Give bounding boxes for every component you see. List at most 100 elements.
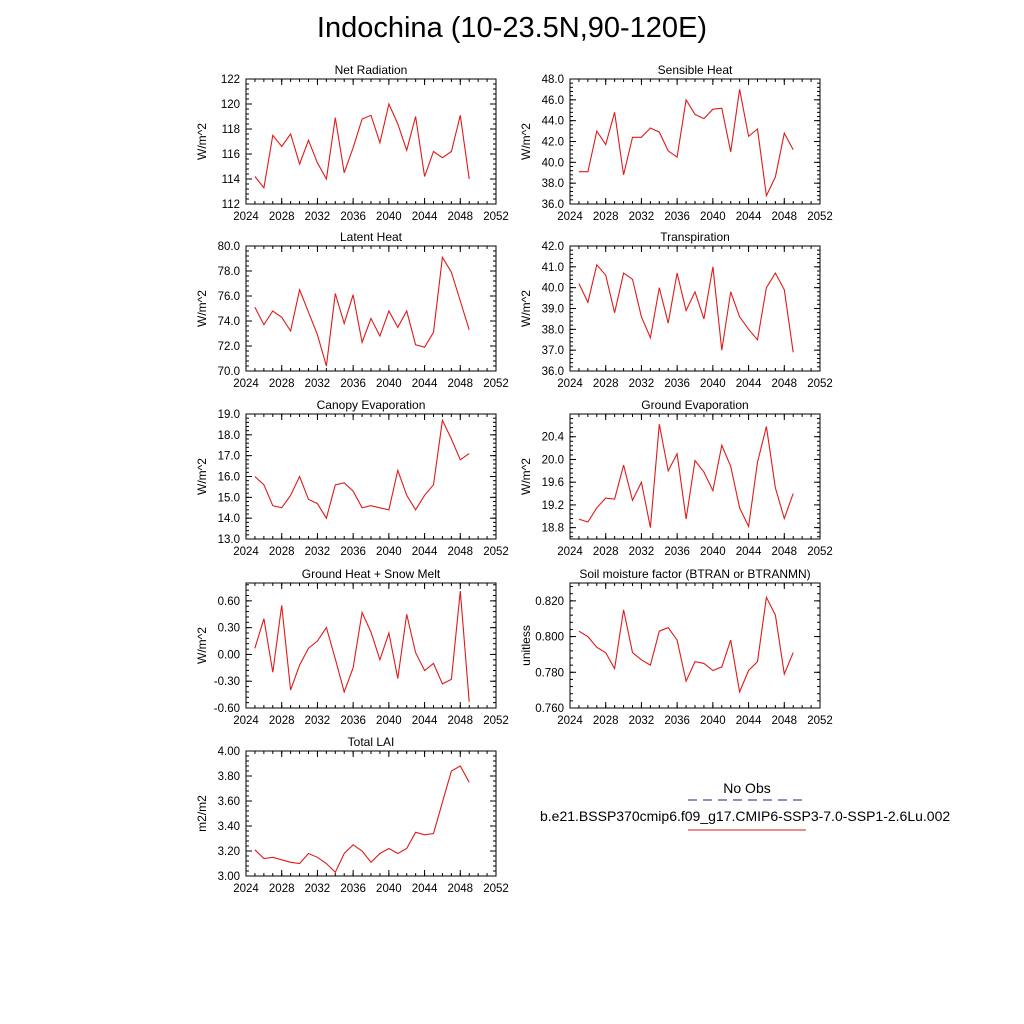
y-tick-label: 3.80 — [218, 771, 240, 783]
panel-title: Ground Evaporation — [641, 398, 748, 412]
x-tick-label: 2024 — [233, 378, 259, 390]
y-axis-label: W/m^2 — [195, 123, 209, 160]
chart-panel-0: Net Radiation W/m^2 2024 2028 2032 2036 2040 20… — [195, 63, 509, 223]
panel-title: Soil moisture factor (BTRAN or BTRANMN) — [579, 567, 810, 581]
x-tick-label: 2028 — [269, 883, 295, 895]
y-tick-label: 114 — [222, 174, 241, 186]
x-tick-label: 2048 — [447, 883, 473, 895]
x-tick-label: 2048 — [447, 211, 473, 223]
y-tick-label: 16.0 — [218, 472, 240, 484]
x-tick-label: 2036 — [340, 883, 366, 895]
x-tick-label: 2040 — [700, 546, 726, 558]
x-tick-label: 2048 — [447, 546, 473, 558]
y-tick-label: 48.0 — [542, 74, 564, 86]
legend-obs-line — [688, 799, 806, 801]
x-tick-label: 2032 — [305, 715, 331, 727]
y-axis-label: unitless — [519, 625, 533, 666]
x-tick-label: 2052 — [483, 883, 509, 895]
y-tick-label: 19.2 — [542, 500, 564, 512]
x-tick-label: 2028 — [593, 378, 619, 390]
x-tick-label: 2032 — [305, 546, 331, 558]
x-tick-label: 2024 — [557, 546, 583, 558]
y-tick-label: 41.0 — [542, 262, 564, 274]
x-tick-label: 2036 — [664, 715, 690, 727]
y-tick-label: 38.0 — [542, 324, 564, 336]
x-tick-label: 2044 — [736, 211, 762, 223]
y-tick-label: 17.0 — [218, 451, 240, 463]
y-tick-label: 37.0 — [542, 345, 564, 357]
y-tick-label: 36.0 — [542, 199, 564, 211]
series-line — [254, 255, 470, 367]
x-tick-label: 2024 — [557, 211, 583, 223]
x-tick-label: 2048 — [771, 378, 797, 390]
plot-frame — [569, 245, 821, 372]
y-axis-label: W/m^2 — [195, 290, 209, 327]
x-tick-label: 2044 — [412, 715, 438, 727]
x-tick-label: 2032 — [629, 211, 655, 223]
y-tick-label: 0.30 — [218, 623, 240, 635]
series-line — [578, 595, 794, 694]
chart-panel-1: Sensible Heat W/m^2 2024 2028 2032 2036 2040 20… — [519, 63, 833, 223]
chart-panel-6: Ground Heat + Snow Melt W/m^2 2024 2028 2032… — [195, 567, 509, 727]
x-tick-label: 2036 — [340, 211, 366, 223]
y-tick-label: 20.4 — [542, 432, 565, 444]
y-tick-label: -0.60 — [214, 703, 240, 715]
panel-title: Total LAI — [348, 735, 395, 749]
x-tick-label: 2052 — [483, 715, 509, 727]
y-axis-label: W/m^2 — [519, 290, 533, 327]
y-tick-label: 112 — [222, 199, 240, 211]
y-tick-label: 116 — [222, 149, 240, 161]
page-title: Indochina (10-23.5N,90-120E) — [316, 12, 708, 44]
y-tick-label: 80.0 — [218, 241, 240, 253]
plot-frame — [245, 413, 497, 540]
x-tick-label: 2024 — [557, 378, 583, 390]
plot-frame — [245, 78, 497, 205]
y-tick-label: 40.0 — [542, 283, 564, 295]
y-tick-label: 19.0 — [218, 409, 240, 421]
y-tick-label: 13.0 — [218, 534, 240, 546]
x-tick-label: 2044 — [412, 211, 438, 223]
x-tick-label: 2036 — [340, 546, 366, 558]
x-tick-label: 2052 — [483, 211, 509, 223]
x-tick-label: 2040 — [376, 883, 402, 895]
x-tick-label: 2044 — [412, 378, 438, 390]
x-tick-label: 2024 — [233, 715, 259, 727]
x-tick-label: 2028 — [593, 715, 619, 727]
x-tick-label: 2036 — [340, 378, 366, 390]
series-line — [254, 102, 470, 190]
chart-panel-7: Soil moisture factor (BTRAN or BTRANMN) u… — [519, 567, 833, 727]
y-axis-label: m2/m2 — [195, 795, 209, 832]
y-tick-label: 120 — [221, 99, 240, 111]
x-tick-label: 2024 — [233, 546, 259, 558]
series-line — [254, 590, 470, 702]
x-tick-label: 2044 — [736, 546, 762, 558]
y-tick-label: 19.6 — [542, 477, 564, 489]
x-tick-label: 2036 — [340, 715, 366, 727]
x-tick-label: 2024 — [557, 715, 583, 727]
y-tick-label: 3.60 — [218, 796, 240, 808]
y-tick-label: 122 — [221, 74, 240, 86]
y-tick-label: 44.0 — [542, 116, 564, 128]
y-tick-label: 0.760 — [535, 703, 564, 715]
x-tick-label: 2044 — [412, 546, 438, 558]
x-tick-label: 2032 — [629, 378, 655, 390]
y-tick-label: 36.0 — [542, 366, 564, 378]
y-axis-label: W/m^2 — [195, 627, 209, 664]
x-tick-label: 2048 — [771, 211, 797, 223]
x-tick-label: 2028 — [269, 546, 295, 558]
y-axis-label: W/m^2 — [195, 458, 209, 495]
chart-panel-3: Transpiration W/m^2 2024 2028 2032 2036 2040 20… — [519, 230, 833, 390]
x-tick-label: 2048 — [771, 715, 797, 727]
y-tick-label: 20.0 — [542, 454, 564, 466]
x-tick-label: 2052 — [483, 378, 509, 390]
x-tick-label: 2032 — [305, 883, 331, 895]
y-tick-label: 72.0 — [218, 341, 240, 353]
y-tick-label: 0.800 — [535, 632, 564, 644]
y-tick-label: 15.0 — [218, 492, 240, 504]
x-tick-label: 2028 — [269, 715, 295, 727]
y-tick-label: 3.00 — [218, 871, 240, 883]
x-tick-label: 2044 — [412, 883, 438, 895]
x-tick-label: 2040 — [376, 546, 402, 558]
x-tick-label: 2024 — [233, 211, 259, 223]
